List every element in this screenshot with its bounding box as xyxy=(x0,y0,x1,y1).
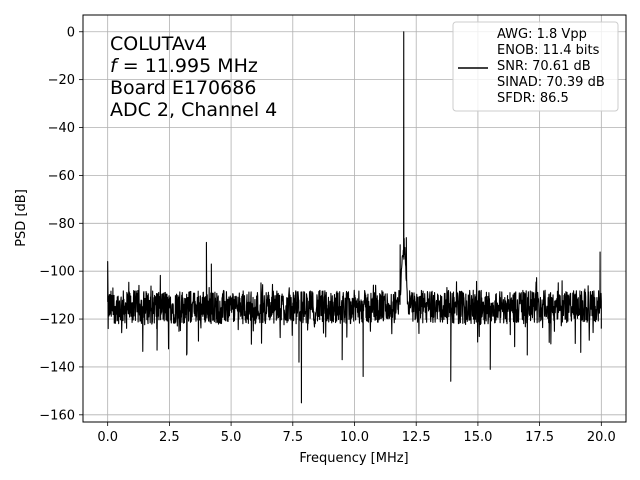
x-tick-label: 15.0 xyxy=(463,430,492,445)
y-axis-label: PSD [dB] xyxy=(14,189,29,247)
y-tick-label: −100 xyxy=(39,265,75,280)
y-tick-label: −20 xyxy=(48,73,75,88)
annotation-variable: f xyxy=(110,55,120,77)
x-axis-label: Frequency [MHz] xyxy=(299,451,408,466)
x-tick-label: 7.5 xyxy=(282,430,303,445)
x-tick-label: 5.0 xyxy=(221,430,242,445)
x-tick-label: 20.0 xyxy=(587,430,616,445)
x-tick-label: 10.0 xyxy=(340,430,369,445)
series-layer xyxy=(107,31,602,404)
y-tick-label: −160 xyxy=(39,408,75,423)
legend-text-1: AWG: 1.8 Vpp xyxy=(497,27,587,42)
annotation-line-4: ADC 2, Channel 4 xyxy=(110,99,277,121)
x-tick-label: 0.0 xyxy=(97,430,118,445)
y-tick-label: −60 xyxy=(48,169,75,184)
x-tick-label: 17.5 xyxy=(525,430,554,445)
psd-series-line xyxy=(107,31,602,404)
y-tick-label: −40 xyxy=(48,121,75,136)
y-tick-label: −140 xyxy=(39,360,75,375)
y-axis-ticks: 0 −20 −40 −60 −80 −100 −120 −140 −160 xyxy=(39,25,83,423)
y-tick-label: 0 xyxy=(67,25,75,40)
legend: AWG: 1.8 Vpp ENOB: 11.4 bits SNR: 70.61 … xyxy=(452,21,619,112)
x-tick-label: 2.5 xyxy=(159,430,180,445)
annotation-line-2: f = 11.995 MHz xyxy=(110,55,258,77)
legend-text-4: SINAD: 70.39 dB xyxy=(497,75,605,90)
y-tick-label: −80 xyxy=(48,217,75,232)
legend-text-3: SNR: 70.61 dB xyxy=(497,59,591,74)
annotation-box: COLUTAv4 f = 11.995 MHz Board E170686 AD… xyxy=(110,33,277,121)
x-tick-label: 12.5 xyxy=(402,430,431,445)
legend-text-5: SFDR: 86.5 xyxy=(497,91,569,106)
legend-box xyxy=(452,21,619,112)
legend-text-2: ENOB: 11.4 bits xyxy=(497,43,600,58)
annotation-line-1: COLUTAv4 xyxy=(110,33,207,55)
x-axis-ticks: 0.0 2.5 5.0 7.5 10.0 12.5 15.0 17.5 20.0 xyxy=(97,422,616,445)
annotation-line-3: Board E170686 xyxy=(110,77,256,99)
annotation-frequency: = 11.995 MHz xyxy=(117,55,258,77)
y-tick-label: −120 xyxy=(39,313,75,328)
